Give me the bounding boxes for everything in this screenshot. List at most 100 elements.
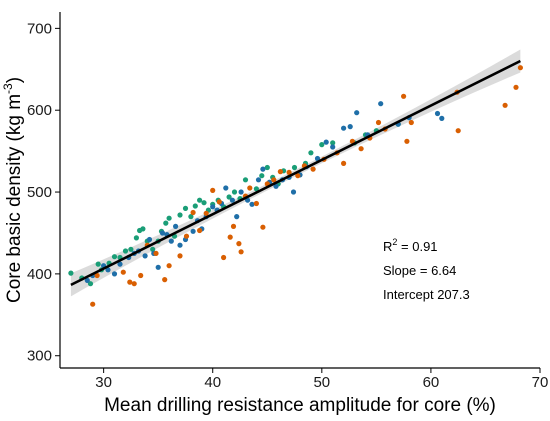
data-point-blue [146, 236, 153, 243]
data-point-blue [223, 185, 229, 191]
data-point-blue [229, 197, 235, 203]
data-point-orange [236, 241, 242, 247]
y-tick-label: 300 [27, 348, 52, 365]
data-point-orange [203, 210, 209, 216]
data-point-blue [111, 271, 118, 277]
data-point-blue [354, 110, 360, 116]
fit-line [70, 59, 521, 287]
y-ticks: 300 400 500 600 700 [27, 20, 60, 365]
data-point-green [87, 281, 94, 287]
data-point-blue [260, 166, 266, 172]
data-point-green [128, 246, 134, 252]
data-point-orange [127, 279, 133, 285]
data-point-orange [295, 173, 301, 179]
data-point-orange [238, 249, 244, 255]
data-point-blue [168, 238, 174, 244]
y-tick-label: 500 [27, 184, 52, 201]
y-tick-label: 700 [27, 20, 52, 37]
r2-label: R2 = 0.91 [383, 237, 438, 254]
data-point-orange [401, 93, 407, 99]
data-point-orange [138, 272, 144, 279]
data-point-blue [234, 214, 240, 220]
data-point-orange [341, 160, 347, 166]
regression-line [70, 59, 521, 287]
data-point-orange [216, 199, 222, 205]
data-point-green [319, 142, 325, 148]
data-point-green [192, 203, 198, 209]
data-point-green [231, 189, 238, 195]
r2-sup: 2 [392, 237, 397, 247]
data-point-blue [314, 155, 321, 162]
y-tick-label: 600 [27, 102, 52, 119]
data-point-green [242, 177, 249, 183]
data-point-blue [142, 253, 148, 259]
data-point-orange [247, 185, 253, 191]
data-point-green [163, 220, 169, 226]
data-point-blue [105, 267, 111, 273]
data-point-orange [513, 84, 519, 90]
y-axis-title-main: Core basic density (kg m [4, 94, 25, 303]
slope-label: Slope = 6.64 [383, 263, 456, 278]
data-point-blue [177, 242, 183, 248]
x-axis-title: Mean drilling resistance amplitude for c… [104, 395, 496, 416]
data-point-orange [358, 146, 364, 152]
data-point-orange [230, 223, 237, 229]
data-point-orange [120, 269, 126, 275]
data-point-orange [375, 119, 382, 126]
data-point-green [308, 150, 314, 156]
data-point-blue [330, 144, 336, 150]
data-point-orange [210, 187, 216, 193]
data-point-orange [190, 209, 196, 216]
data-point-blue [255, 177, 262, 183]
x-ticks: 30 40 50 60 70 [95, 368, 548, 391]
data-point-blue [155, 264, 161, 270]
data-point-green [182, 205, 189, 211]
x-tick-label: 30 [95, 374, 112, 391]
y-axis-title-close: ) [4, 77, 25, 83]
data-point-green [122, 248, 129, 254]
r2-prefix: R [383, 239, 392, 254]
data-point-blue [190, 228, 196, 234]
x-tick-label: 60 [423, 374, 440, 391]
intercept-label: Intercept 207.3 [383, 287, 470, 302]
data-point-blue [210, 204, 216, 210]
data-point-blue [173, 223, 179, 229]
data-point-blue [378, 101, 384, 107]
data-point-orange [253, 200, 259, 207]
y-tick-label: 400 [27, 266, 52, 283]
data-point-green [226, 194, 232, 200]
data-point-orange [271, 177, 277, 183]
data-point-blue [341, 125, 347, 131]
data-point-blue [290, 189, 297, 195]
data-point-orange [310, 166, 316, 172]
data-point-blue [273, 183, 279, 189]
data-point-green [330, 140, 336, 146]
data-point-green [188, 214, 194, 220]
data-point-blue [323, 139, 329, 145]
axes [59, 12, 540, 369]
stats-annotation: R2 = 0.91 Slope = 6.64 Intercept 207.3 [383, 237, 470, 302]
data-point-green [166, 215, 172, 221]
data-point-green [150, 246, 156, 252]
data-point-orange [197, 227, 203, 234]
data-point-orange [153, 250, 159, 256]
data-point-orange [162, 277, 168, 283]
data-point-orange [227, 234, 233, 240]
data-point-orange [286, 169, 292, 175]
y-axis-title: Core basic density (kg m-3) [1, 77, 25, 303]
data-point-green [68, 270, 74, 276]
data-point-green [111, 254, 118, 260]
data-point-orange [404, 138, 410, 144]
data-point-green [95, 261, 101, 267]
data-point-orange [131, 281, 137, 287]
data-point-blue [117, 261, 123, 267]
data-point-blue [439, 115, 445, 121]
x-tick-label: 40 [204, 374, 221, 391]
data-point-green [177, 212, 183, 218]
data-point-green [201, 200, 207, 206]
data-point-orange [260, 224, 266, 230]
data-point-orange [183, 233, 190, 239]
data-point-blue [434, 110, 441, 117]
data-point-orange [455, 128, 461, 134]
